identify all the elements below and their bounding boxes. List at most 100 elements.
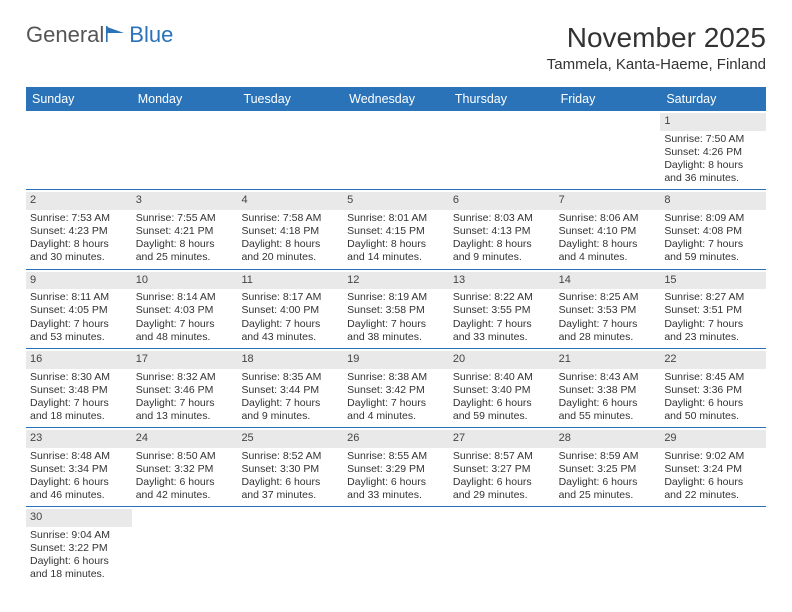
- day-info: and 28 minutes.: [559, 331, 657, 344]
- day-number: 11: [237, 272, 343, 290]
- calendar-day: 14Sunrise: 8:25 AMSunset: 3:53 PMDayligh…: [555, 270, 661, 348]
- calendar-day: 18Sunrise: 8:35 AMSunset: 3:44 PMDayligh…: [237, 349, 343, 427]
- day-info: Sunset: 3:40 PM: [453, 384, 551, 397]
- day-info: Sunset: 3:30 PM: [241, 463, 339, 476]
- day-info: Sunset: 4:00 PM: [241, 304, 339, 317]
- day-info: and 29 minutes.: [453, 489, 551, 502]
- calendar-day: 12Sunrise: 8:19 AMSunset: 3:58 PMDayligh…: [343, 270, 449, 348]
- calendar-day: 10Sunrise: 8:14 AMSunset: 4:03 PMDayligh…: [132, 270, 238, 348]
- day-number: 28: [555, 430, 661, 448]
- calendar-day: 20Sunrise: 8:40 AMSunset: 3:40 PMDayligh…: [449, 349, 555, 427]
- day-number: 24: [132, 430, 238, 448]
- day-info: Sunrise: 8:59 AM: [559, 450, 657, 463]
- calendar-day: [660, 507, 766, 585]
- calendar-day: 16Sunrise: 8:30 AMSunset: 3:48 PMDayligh…: [26, 349, 132, 427]
- day-number: 2: [26, 192, 132, 210]
- calendar-day: .: [343, 111, 449, 189]
- day-info: Sunset: 3:48 PM: [30, 384, 128, 397]
- day-number: 6: [449, 192, 555, 210]
- day-info: Daylight: 8 hours: [453, 238, 551, 251]
- day-info: Daylight: 7 hours: [136, 397, 234, 410]
- day-info: and 50 minutes.: [664, 410, 762, 423]
- calendar-day: [343, 507, 449, 585]
- logo-text-1: General: [26, 22, 104, 48]
- day-info: Sunset: 3:51 PM: [664, 304, 762, 317]
- day-number: 18: [237, 351, 343, 369]
- day-info: Sunset: 3:32 PM: [136, 463, 234, 476]
- day-info: Daylight: 7 hours: [347, 397, 445, 410]
- day-info: Daylight: 8 hours: [559, 238, 657, 251]
- calendar-week: ......1Sunrise: 7:50 AMSunset: 4:26 PMDa…: [26, 111, 766, 190]
- day-info: Daylight: 7 hours: [664, 318, 762, 331]
- day-info: and 46 minutes.: [30, 489, 128, 502]
- calendar-day: 30Sunrise: 9:04 AMSunset: 3:22 PMDayligh…: [26, 507, 132, 585]
- day-info: Sunrise: 7:53 AM: [30, 212, 128, 225]
- day-info: Sunset: 3:53 PM: [559, 304, 657, 317]
- day-info: and 4 minutes.: [347, 410, 445, 423]
- day-info: Daylight: 7 hours: [559, 318, 657, 331]
- day-info: Sunrise: 8:48 AM: [30, 450, 128, 463]
- day-info: and 42 minutes.: [136, 489, 234, 502]
- day-info: Sunrise: 8:32 AM: [136, 371, 234, 384]
- day-info: and 48 minutes.: [136, 331, 234, 344]
- calendar-day: 13Sunrise: 8:22 AMSunset: 3:55 PMDayligh…: [449, 270, 555, 348]
- day-info: Sunrise: 8:38 AM: [347, 371, 445, 384]
- day-info: Daylight: 8 hours: [664, 159, 762, 172]
- calendar-day: [237, 507, 343, 585]
- day-info: and 23 minutes.: [664, 331, 762, 344]
- day-number: 10: [132, 272, 238, 290]
- day-info: Daylight: 7 hours: [241, 318, 339, 331]
- day-info: and 59 minutes.: [664, 251, 762, 264]
- day-info: Sunset: 3:22 PM: [30, 542, 128, 555]
- day-info: and 14 minutes.: [347, 251, 445, 264]
- day-info: Daylight: 7 hours: [664, 238, 762, 251]
- day-info: Sunrise: 8:19 AM: [347, 291, 445, 304]
- day-header: Wednesday: [343, 87, 449, 111]
- day-info: Daylight: 6 hours: [559, 397, 657, 410]
- calendar-day: .: [449, 111, 555, 189]
- day-info: Sunrise: 8:43 AM: [559, 371, 657, 384]
- day-header: Friday: [555, 87, 661, 111]
- day-info: Sunrise: 8:14 AM: [136, 291, 234, 304]
- day-info: and 37 minutes.: [241, 489, 339, 502]
- day-info: and 25 minutes.: [559, 489, 657, 502]
- day-info: Sunset: 4:23 PM: [30, 225, 128, 238]
- day-header: Saturday: [660, 87, 766, 111]
- day-info: Daylight: 6 hours: [30, 476, 128, 489]
- day-number: 29: [660, 430, 766, 448]
- title-block: November 2025 Tammela, Kanta-Haeme, Finl…: [547, 22, 766, 73]
- day-info: Sunrise: 8:25 AM: [559, 291, 657, 304]
- calendar-day: 29Sunrise: 9:02 AMSunset: 3:24 PMDayligh…: [660, 428, 766, 506]
- day-info: Daylight: 6 hours: [559, 476, 657, 489]
- day-info: Sunrise: 8:27 AM: [664, 291, 762, 304]
- day-info: Daylight: 7 hours: [136, 318, 234, 331]
- calendar-day: 21Sunrise: 8:43 AMSunset: 3:38 PMDayligh…: [555, 349, 661, 427]
- day-info: and 55 minutes.: [559, 410, 657, 423]
- day-info: and 25 minutes.: [136, 251, 234, 264]
- calendar-day: .: [132, 111, 238, 189]
- calendar-day: .: [26, 111, 132, 189]
- day-info: Sunrise: 8:35 AM: [241, 371, 339, 384]
- day-info: Sunset: 4:18 PM: [241, 225, 339, 238]
- day-info: and 9 minutes.: [241, 410, 339, 423]
- day-number: 4: [237, 192, 343, 210]
- day-info: Daylight: 8 hours: [136, 238, 234, 251]
- day-info: Sunset: 3:42 PM: [347, 384, 445, 397]
- calendar-header-row: SundayMondayTuesdayWednesdayThursdayFrid…: [26, 87, 766, 111]
- topbar: General Blue November 2025 Tammela, Kant…: [26, 22, 766, 73]
- day-info: Sunset: 4:15 PM: [347, 225, 445, 238]
- day-number: 5: [343, 192, 449, 210]
- calendar-day: 9Sunrise: 8:11 AMSunset: 4:05 PMDaylight…: [26, 270, 132, 348]
- day-info: Sunrise: 8:11 AM: [30, 291, 128, 304]
- day-info: and 36 minutes.: [664, 172, 762, 185]
- day-info: and 43 minutes.: [241, 331, 339, 344]
- day-info: Daylight: 6 hours: [453, 476, 551, 489]
- day-info: and 38 minutes.: [347, 331, 445, 344]
- calendar-week: 30Sunrise: 9:04 AMSunset: 3:22 PMDayligh…: [26, 507, 766, 585]
- calendar-day: 5Sunrise: 8:01 AMSunset: 4:15 PMDaylight…: [343, 190, 449, 268]
- calendar-week: 16Sunrise: 8:30 AMSunset: 3:48 PMDayligh…: [26, 349, 766, 428]
- day-number: 16: [26, 351, 132, 369]
- day-info: Sunset: 4:08 PM: [664, 225, 762, 238]
- day-info: Sunrise: 8:03 AM: [453, 212, 551, 225]
- calendar-week: 2 Sunrise: 7:53 AMSunset: 4:23 PM Daylight…: [26, 190, 766, 269]
